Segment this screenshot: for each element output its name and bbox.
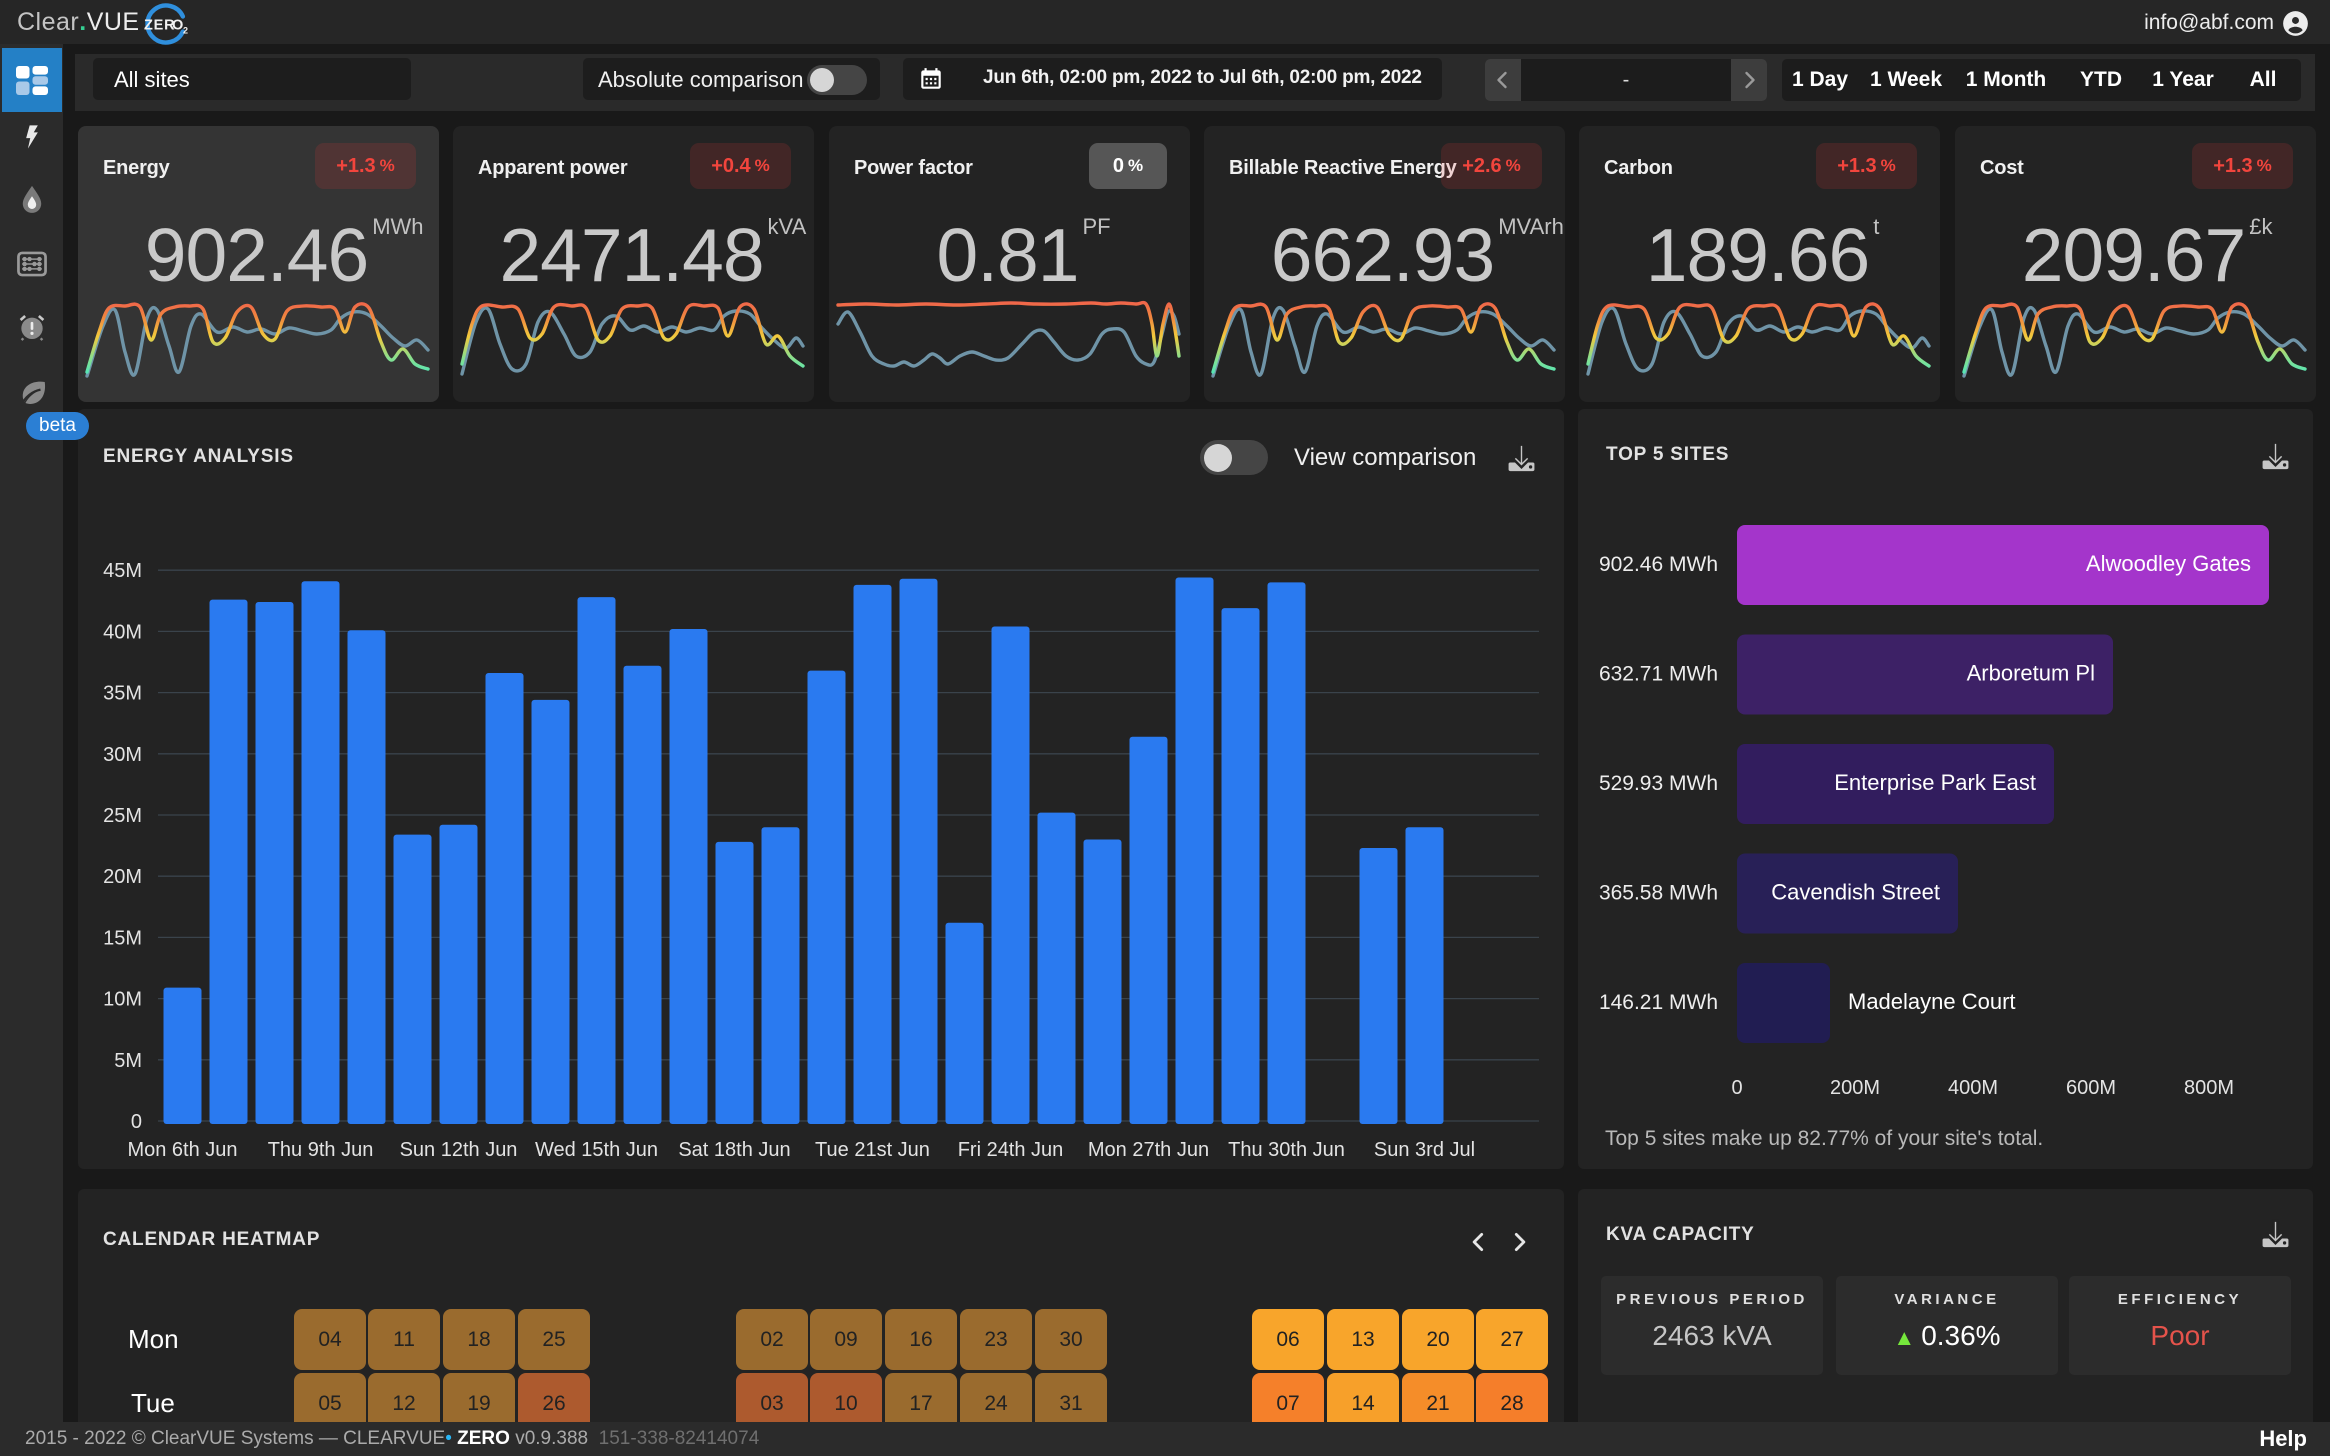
svg-text:5M: 5M (114, 1050, 142, 1072)
svg-text:45M: 45M (103, 560, 142, 582)
svg-text:Thu 30th Jun: Thu 30th Jun (1228, 1139, 1345, 1161)
svg-text:Tue 21st Jun: Tue 21st Jun (815, 1139, 930, 1161)
svg-text:25M: 25M (103, 805, 142, 827)
svg-text:2: 2 (183, 26, 188, 36)
svg-text:35M: 35M (103, 683, 142, 705)
svg-text:15M: 15M (103, 927, 142, 949)
svg-text:146.21 MWh: 146.21 MWh (1599, 991, 1718, 1014)
svg-text:Wed 15th Jun: Wed 15th Jun (535, 1139, 658, 1161)
svg-text:529.93 MWh: 529.93 MWh (1599, 772, 1718, 795)
svg-text:632.71 MWh: 632.71 MWh (1599, 663, 1718, 686)
svg-text:Sun 12th Jun: Sun 12th Jun (400, 1139, 518, 1161)
svg-text:400M: 400M (1948, 1077, 1998, 1099)
svg-text:20M: 20M (103, 866, 142, 888)
svg-text:10M: 10M (103, 989, 142, 1011)
svg-text:40M: 40M (103, 621, 142, 643)
svg-text:Thu 9th Jun: Thu 9th Jun (268, 1139, 374, 1161)
svg-text:Mon 27th Jun: Mon 27th Jun (1088, 1139, 1209, 1161)
svg-text:Arboretum Pl: Arboretum Pl (1967, 661, 2095, 686)
svg-text:902.46 MWh: 902.46 MWh (1599, 553, 1718, 576)
svg-text:365.58 MWh: 365.58 MWh (1599, 882, 1718, 905)
svg-text:0: 0 (131, 1111, 142, 1133)
svg-text:200M: 200M (1830, 1077, 1880, 1099)
svg-text:30M: 30M (103, 744, 142, 766)
svg-text:600M: 600M (2066, 1077, 2116, 1099)
svg-text:O: O (172, 18, 183, 34)
svg-text:Madelayne Court: Madelayne Court (1848, 989, 2016, 1014)
svg-text:Sun 3rd Jul: Sun 3rd Jul (1374, 1139, 1475, 1161)
svg-text:800M: 800M (2184, 1077, 2234, 1099)
svg-text:0: 0 (1731, 1077, 1742, 1099)
svg-text:Sat 18th Jun: Sat 18th Jun (678, 1139, 790, 1161)
svg-text:Top 5 sites make up 82.77% of: Top 5 sites make up 82.77% of your site'… (1605, 1127, 2043, 1150)
svg-text:Enterprise Park East: Enterprise Park East (1834, 770, 2036, 795)
svg-text:Alwoodley Gates: Alwoodley Gates (2086, 551, 2251, 576)
svg-text:Cavendish Street: Cavendish Street (1771, 880, 1940, 905)
svg-text:Mon 6th Jun: Mon 6th Jun (127, 1139, 237, 1161)
svg-text:Fri 24th Jun: Fri 24th Jun (958, 1139, 1064, 1161)
svg-text:ZER: ZER (144, 18, 175, 34)
